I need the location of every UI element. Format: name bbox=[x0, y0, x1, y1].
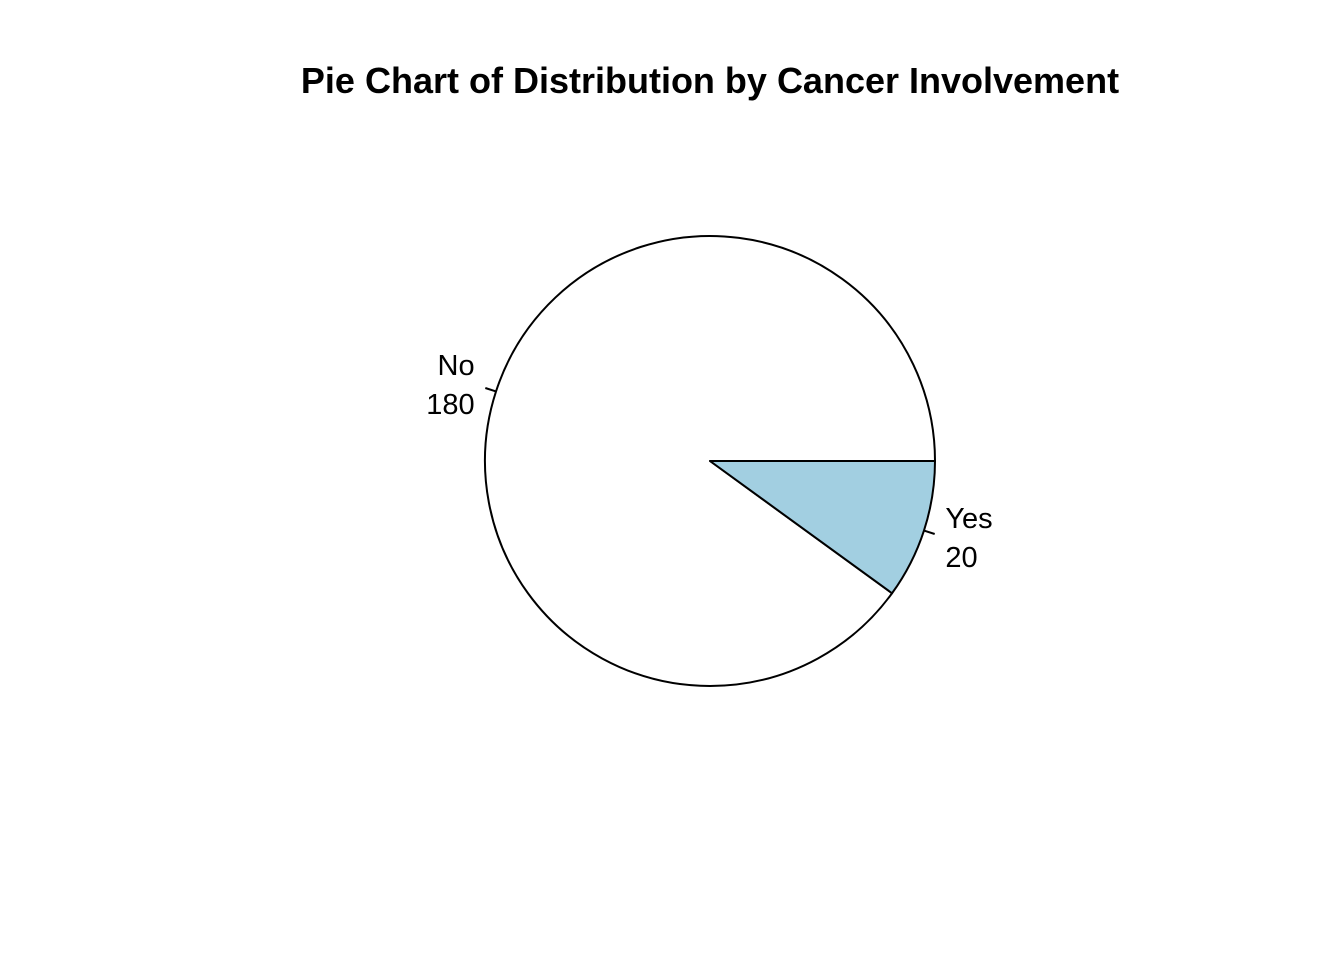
label-tick-no bbox=[485, 387, 497, 393]
pie-labels: No 180 Yes 20 bbox=[426, 350, 992, 574]
slice-label-value: 180 bbox=[426, 389, 474, 421]
chart-title: Pie Chart of Distribution by Cancer Invo… bbox=[301, 60, 1119, 101]
label-tick-yes bbox=[923, 529, 935, 535]
slice-label-value: 20 bbox=[945, 542, 977, 574]
pie-slices bbox=[484, 235, 936, 688]
slice-label-yes: Yes 20 bbox=[945, 503, 992, 574]
slice-label-name: No bbox=[438, 350, 475, 382]
slice-label-no: No 180 bbox=[426, 350, 474, 421]
slice-label-name: Yes bbox=[945, 503, 992, 535]
